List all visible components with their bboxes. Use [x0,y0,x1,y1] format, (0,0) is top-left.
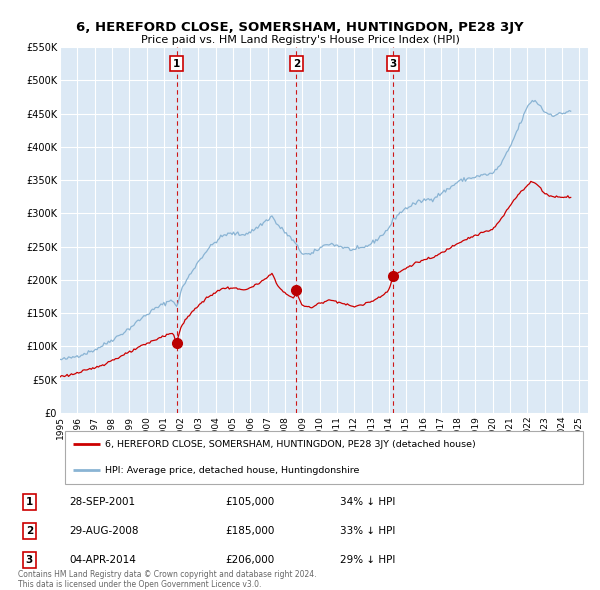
Text: 28-SEP-2001: 28-SEP-2001 [70,497,136,507]
Text: 1: 1 [173,58,181,68]
Text: 6, HEREFORD CLOSE, SOMERSHAM, HUNTINGDON, PE28 3JY (detached house): 6, HEREFORD CLOSE, SOMERSHAM, HUNTINGDON… [105,440,476,449]
Text: £105,000: £105,000 [225,497,274,507]
FancyBboxPatch shape [65,431,583,484]
Text: 2: 2 [293,58,300,68]
Text: 1: 1 [26,497,33,507]
Text: 29-AUG-2008: 29-AUG-2008 [70,526,139,536]
Text: Price paid vs. HM Land Registry's House Price Index (HPI): Price paid vs. HM Land Registry's House … [140,35,460,45]
Text: 3: 3 [26,555,33,565]
Text: HPI: Average price, detached house, Huntingdonshire: HPI: Average price, detached house, Hunt… [105,466,359,475]
Text: £206,000: £206,000 [225,555,274,565]
Text: 6, HEREFORD CLOSE, SOMERSHAM, HUNTINGDON, PE28 3JY: 6, HEREFORD CLOSE, SOMERSHAM, HUNTINGDON… [76,21,524,34]
Text: £185,000: £185,000 [225,526,274,536]
Text: 3: 3 [389,58,397,68]
Text: 33% ↓ HPI: 33% ↓ HPI [340,526,395,536]
Text: 34% ↓ HPI: 34% ↓ HPI [340,497,395,507]
Text: 29% ↓ HPI: 29% ↓ HPI [340,555,395,565]
Text: Contains HM Land Registry data © Crown copyright and database right 2024.
This d: Contains HM Land Registry data © Crown c… [18,569,316,589]
Text: 04-APR-2014: 04-APR-2014 [70,555,136,565]
Text: 2: 2 [26,526,33,536]
